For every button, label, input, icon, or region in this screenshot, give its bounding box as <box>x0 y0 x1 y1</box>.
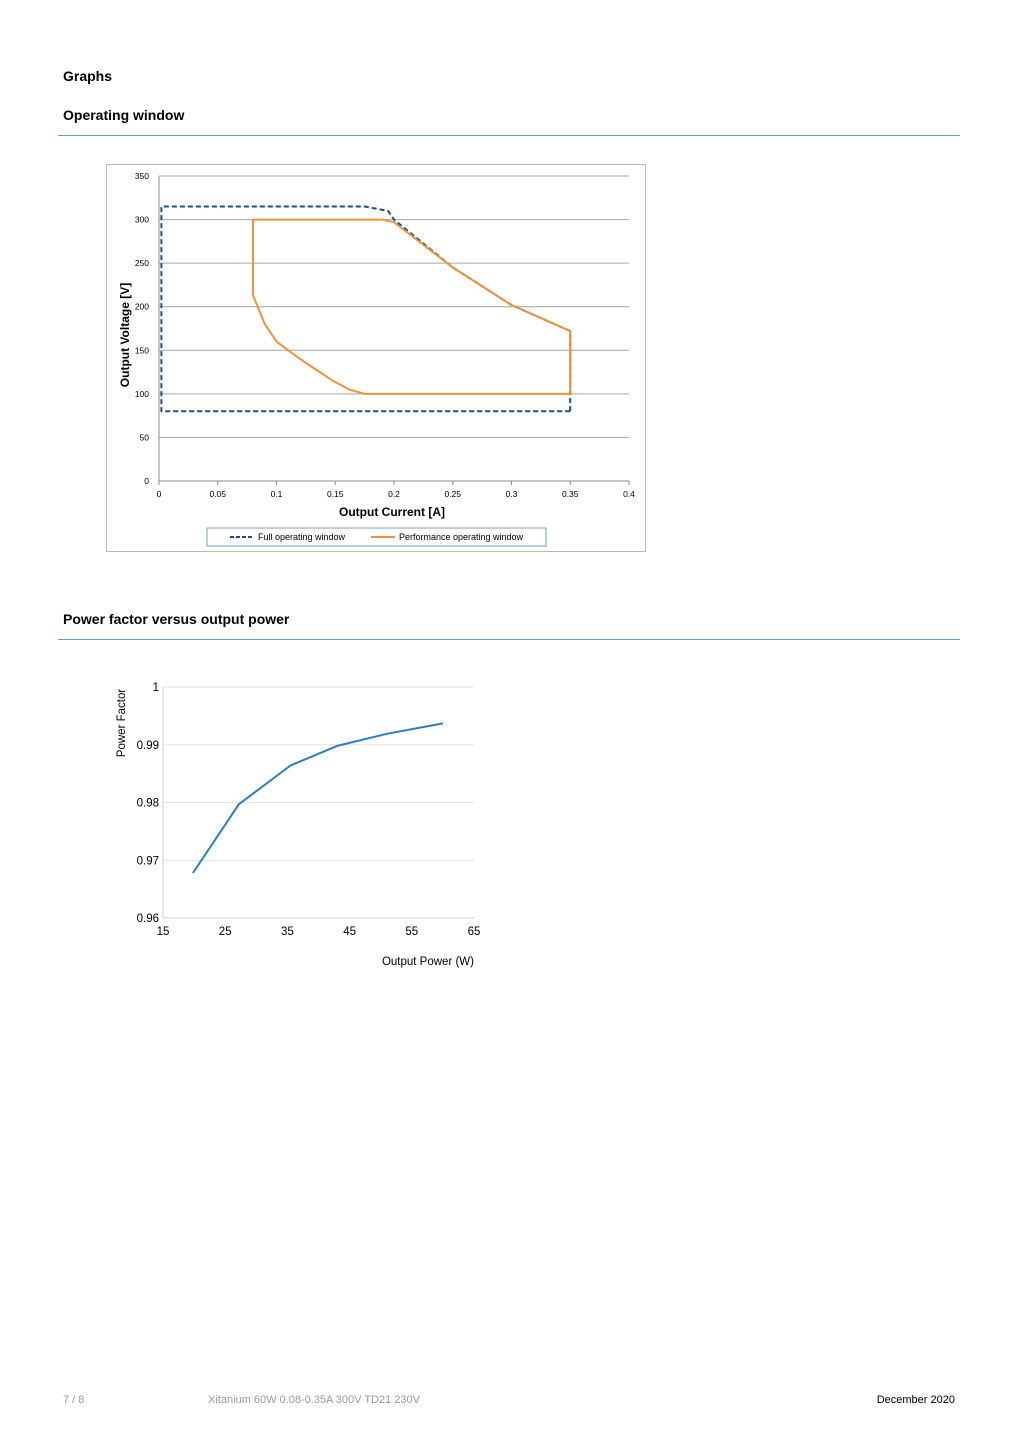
chart-legend: Full operating window Performance operat… <box>206 527 547 547</box>
power-factor-svg: 0.96 0.97 0.98 0.99 1 15 25 35 45 55 65 Output Po… <box>116 682 481 968</box>
x-tick-label: 55 <box>405 926 418 938</box>
section-title-power-factor: Power factor versus output power <box>63 611 290 627</box>
y-axis-label: Output Voltage [V] <box>118 283 132 387</box>
y-tick-label: 350 <box>135 171 149 181</box>
footer-date: December 2020 <box>876 1394 955 1406</box>
x-tick-label: 0.15 <box>327 489 344 499</box>
y-tick-label: 300 <box>135 215 149 225</box>
chart-series <box>160 205 572 413</box>
x-tick-labels: 15 25 35 45 55 65 <box>157 926 481 938</box>
y-axis-label: Power Factor <box>116 689 128 758</box>
x-tick-label: 35 <box>281 926 294 938</box>
x-tick-label: 15 <box>157 926 170 938</box>
y-tick-label: 250 <box>135 258 149 268</box>
y-tick-label: 50 <box>140 432 150 442</box>
x-tick-label: 0.2 <box>388 489 400 499</box>
operating-window-chart: 0 50 100 150 200 250 300 350 0 0.05 0.1 0.15 0.2 0.2… <box>106 164 646 552</box>
y-tick-label: 1 <box>153 682 159 694</box>
footer-product-name: Xitanium 60W 0.08-0.35A 300V TD21 230V <box>208 1394 420 1406</box>
x-tick-label: 0.1 <box>271 489 283 499</box>
x-tick-label: 0.25 <box>444 489 461 499</box>
x-tick-label: 0.4 <box>623 489 635 499</box>
y-tick-label: 200 <box>135 302 149 312</box>
y-tick-label: 0.99 <box>137 740 159 752</box>
x-tick-label: 0 <box>157 489 162 499</box>
x-tick-label: 25 <box>219 926 232 938</box>
section-divider <box>58 135 960 136</box>
legend-label-full-window: Full operating window <box>258 532 346 542</box>
y-tick-labels: 0 50 100 150 200 250 300 350 <box>135 171 149 486</box>
y-tick-label: 0 <box>144 476 149 486</box>
y-tick-label: 100 <box>135 389 149 399</box>
power-factor-chart: 0.96 0.97 0.98 0.99 1 15 25 35 45 55 65 Output Po… <box>100 670 500 980</box>
x-tick-label: 65 <box>468 926 481 938</box>
operating-window-svg: 0 50 100 150 200 250 300 350 0 0.05 0.1 0.15 0.2 0.2… <box>118 171 636 547</box>
chart-series <box>192 722 444 874</box>
page-heading: Graphs <box>63 68 113 84</box>
section-divider <box>58 639 960 640</box>
y-tick-label: 0.98 <box>137 798 159 810</box>
legend-label-performance-window: Performance operating window <box>399 532 524 542</box>
y-tick-label: 0.97 <box>137 855 159 867</box>
x-tick-label: 45 <box>343 926 356 938</box>
series-line-1 <box>252 218 572 395</box>
series-line-0 <box>160 205 572 413</box>
x-tick-labels: 0 0.05 0.1 0.15 0.2 0.25 0.3 0.35 0.4 <box>157 489 636 499</box>
chart-grid <box>162 686 474 919</box>
y-tick-label: 150 <box>135 345 149 355</box>
x-tick-label: 0.35 <box>562 489 579 499</box>
y-tick-labels: 0.96 0.97 0.98 0.99 1 <box>137 682 159 925</box>
x-tick-label: 0.05 <box>209 489 226 499</box>
x-axis-label: Output Current [A] <box>339 505 445 519</box>
x-tick-label: 0.3 <box>506 489 518 499</box>
footer-page-number: 7 / 8 <box>63 1394 85 1406</box>
series-line-0 <box>192 722 444 874</box>
section-title-operating-window: Operating window <box>63 107 185 123</box>
x-axis-label: Output Power (W) <box>382 956 474 968</box>
y-tick-label: 0.96 <box>137 913 159 925</box>
